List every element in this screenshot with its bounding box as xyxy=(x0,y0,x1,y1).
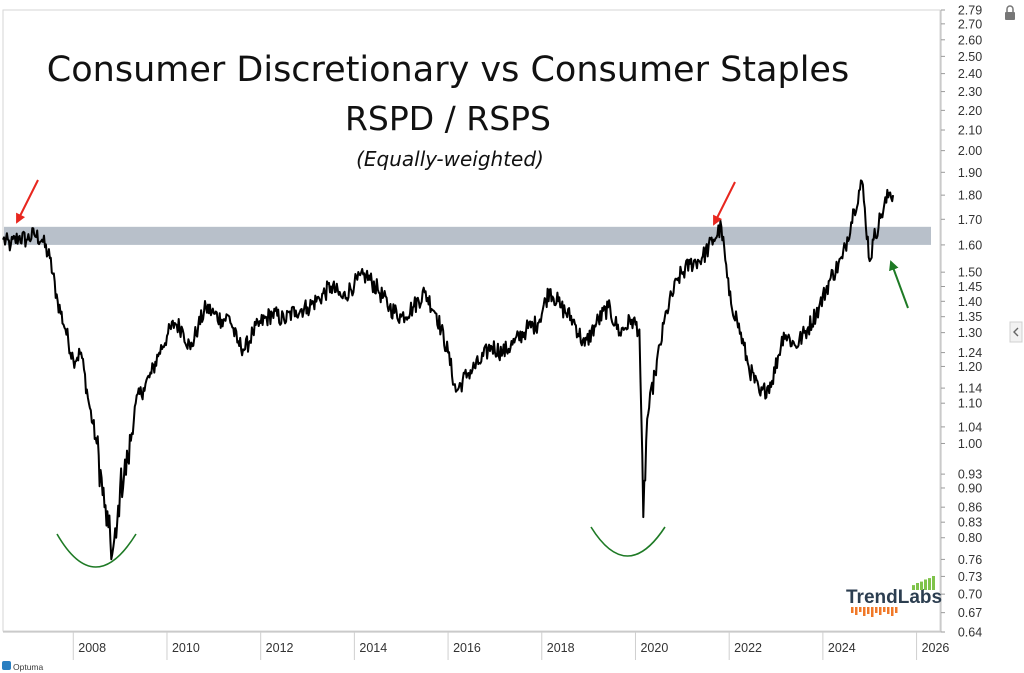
y-tick-label: 2.00 xyxy=(958,144,982,158)
y-tick-label: 0.76 xyxy=(958,553,982,567)
optuma-footer-text: Optuma xyxy=(13,662,44,672)
logo-green-bar xyxy=(924,579,927,590)
logo-orange-bars xyxy=(851,607,898,617)
logo-orange-bar xyxy=(883,607,886,612)
logo-orange-bar xyxy=(863,607,866,616)
x-axis-ticks: 2008 2010 2012 2014 2016 2018 2020 2022 2024 2026 xyxy=(72,632,950,660)
y-tick-label: 1.40 xyxy=(958,295,982,309)
logo-green-bar xyxy=(920,581,923,590)
y-tick-label: 1.00 xyxy=(958,437,982,451)
logo-orange-bar xyxy=(879,607,882,615)
y-tick-label: 0.64 xyxy=(958,626,982,640)
lock-icon[interactable] xyxy=(1005,5,1015,20)
y-axis-ticks: 0.64 0.67 0.70 0.73 0.76 0.800.830.86 0.900.93… xyxy=(941,4,982,640)
logo-orange-bar xyxy=(851,607,854,613)
green-arc-2008 xyxy=(56,533,137,568)
logo-orange-bar xyxy=(895,607,898,613)
x-tick-label: 2012 xyxy=(266,641,294,655)
series-line xyxy=(2,179,895,561)
plot-area xyxy=(2,9,941,632)
y-tick-label: 1.20 xyxy=(958,360,982,374)
logo-green-bar xyxy=(928,578,931,590)
y-tick-label: 2.30 xyxy=(958,85,982,99)
y-tick-label: 0.73 xyxy=(958,570,982,584)
red-arrow-right xyxy=(713,181,736,226)
green-arrow xyxy=(889,260,909,309)
chevron-left-icon[interactable] xyxy=(1009,321,1023,343)
y-tick-label: 1.50 xyxy=(958,266,982,280)
y-tick-label: 1.90 xyxy=(958,166,982,180)
y-tick-label: 0.93 xyxy=(958,468,982,482)
x-tick-label: 2008 xyxy=(78,641,106,655)
chart-note: (Equally-weighted) xyxy=(356,147,544,171)
y-tick-label: 1.60 xyxy=(958,238,982,252)
y-tick-label: 2.50 xyxy=(958,50,982,64)
logo-orange-bar xyxy=(875,607,878,613)
x-tick-label: 2020 xyxy=(640,641,668,655)
x-tick-label: 2016 xyxy=(453,641,481,655)
logo-orange-bar xyxy=(867,607,870,614)
red-arrow-left xyxy=(16,179,39,224)
x-tick-label: 2022 xyxy=(734,641,762,655)
y-tick-label: 1.80 xyxy=(958,189,982,203)
y-tick-label: 2.60 xyxy=(958,33,982,47)
y-tick-label: 2.70 xyxy=(958,17,982,31)
y-tick-label: 1.70 xyxy=(958,213,982,227)
green-arc-2020 xyxy=(590,526,666,557)
logo-orange-bar xyxy=(871,607,874,617)
y-tick-label: 2.79 xyxy=(958,4,982,18)
x-tick-label: 2014 xyxy=(359,641,387,655)
y-tick-label: 0.67 xyxy=(958,606,982,620)
x-tick-label: 2010 xyxy=(172,641,200,655)
y-tick-label: 1.30 xyxy=(958,326,982,340)
x-tick-label: 2018 xyxy=(547,641,575,655)
chart-subtitle: RSPD / RSPS xyxy=(345,99,551,138)
logo-green-bar xyxy=(912,585,915,590)
y-tick-label: 1.35 xyxy=(958,310,982,324)
y-tick-label: 2.10 xyxy=(958,124,982,138)
logo-orange-bar xyxy=(859,607,862,612)
logo-orange-bar xyxy=(855,607,858,615)
y-tick-label: 0.70 xyxy=(958,588,982,602)
y-tick-label: 0.86 xyxy=(958,501,982,515)
resistance-band xyxy=(4,226,931,245)
x-tick-label: 2026 xyxy=(922,641,950,655)
y-tick-label: 2.20 xyxy=(958,104,982,118)
y-tick-label: 1.10 xyxy=(958,397,982,411)
y-tick-label: 2.40 xyxy=(958,67,982,81)
chart-title: Consumer Discretionary vs Consumer Stapl… xyxy=(47,50,849,90)
y-tick-label: 0.80 xyxy=(958,531,982,545)
y-tick-label: 1.04 xyxy=(958,420,982,434)
trendlabs-logo: TrendLabs xyxy=(846,576,942,617)
logo-orange-bar xyxy=(891,607,894,616)
y-tick-label: 0.90 xyxy=(958,481,982,495)
trendlabs-logo-text: TrendLabs xyxy=(846,587,942,608)
y-tick-label: 1.14 xyxy=(958,382,982,396)
x-tick-label: 2024 xyxy=(828,641,856,655)
y-tick-label: 1.24 xyxy=(958,346,982,360)
y-tick-label: 1.45 xyxy=(958,280,982,294)
logo-green-bar xyxy=(916,583,919,590)
optuma-footer-logo: Optuma xyxy=(2,661,44,672)
logo-green-bar xyxy=(932,576,935,590)
y-tick-label: 0.83 xyxy=(958,516,982,530)
logo-green-bars xyxy=(912,576,935,590)
logo-orange-bar xyxy=(887,607,890,614)
